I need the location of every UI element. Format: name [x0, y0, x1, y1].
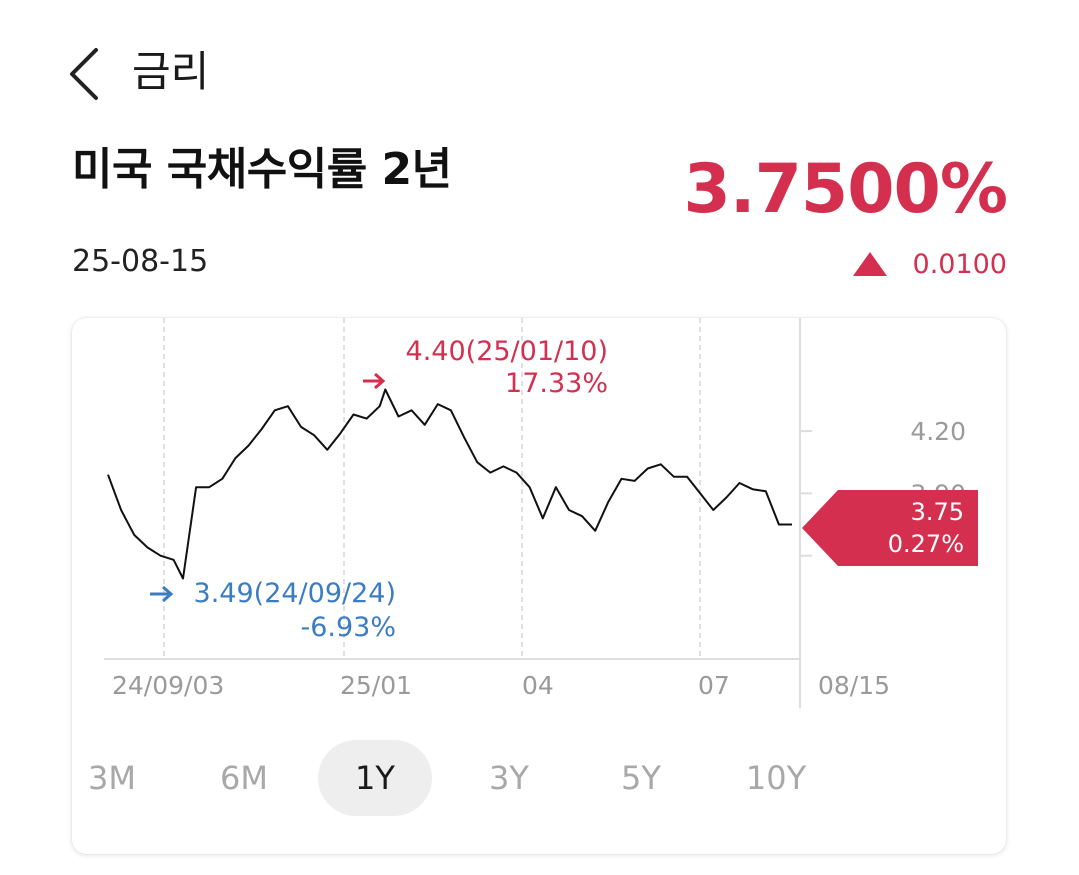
- quote-date: 25-08-15: [72, 244, 209, 279]
- price-change-value: 0.0100: [912, 248, 1007, 280]
- top-bar: 금리: [0, 0, 1079, 120]
- current-percent-label: 0.27%: [888, 530, 964, 558]
- back-button[interactable]: [62, 44, 110, 104]
- current-price: 3.7500%: [683, 150, 1008, 229]
- x-tick-label: 07: [698, 671, 730, 700]
- up-triangle-icon: [852, 252, 887, 276]
- low-annotation: 3.49(24/09/24) -6.93%: [150, 578, 396, 643]
- current-value-marker: [802, 490, 978, 566]
- x-tick-label: 25/01: [340, 671, 412, 700]
- x-tick-label: 08/15: [818, 671, 890, 700]
- period-6m-button[interactable]: 6M: [220, 759, 268, 797]
- high-percent: 17.33%: [505, 368, 608, 399]
- series-line: [107, 388, 792, 580]
- low-percent: -6.93%: [300, 612, 396, 643]
- x-tick-label: 24/09/03: [112, 671, 224, 700]
- period-10y-button[interactable]: 10Y: [745, 759, 807, 797]
- current-value-label: 3.75: [911, 498, 964, 526]
- chevron-left-icon: [70, 48, 98, 100]
- period-3m-button[interactable]: 3M: [88, 759, 136, 797]
- x-tick-label: 04: [522, 671, 554, 700]
- chart-grid: [163, 318, 701, 659]
- period-5y-button[interactable]: 5Y: [621, 759, 661, 797]
- period-3y-button[interactable]: 3Y: [489, 759, 529, 797]
- current-value-tag: 3.75 0.27%: [802, 490, 978, 566]
- right-arrow-icon: [363, 372, 386, 390]
- period-1y-button[interactable]: 1Y: [318, 740, 432, 816]
- low-label: 3.49(24/09/24): [194, 578, 396, 609]
- high-annotation: 4.40(25/01/10) 17.33%: [363, 336, 608, 399]
- y-tick-label: 4.20: [910, 417, 966, 446]
- high-label: 4.40(25/01/10): [406, 336, 608, 367]
- instrument-name: 미국 국채수익률 2년: [72, 144, 452, 195]
- period-selector: 3M 6M 1Y 3Y 5Y 10Y: [88, 740, 956, 816]
- price-change: 0.0100: [852, 244, 1007, 284]
- page-title: 금리: [132, 47, 210, 96]
- x-axis: 24/09/03 25/01 04 07 08/15: [112, 671, 890, 700]
- right-arrow-icon: [150, 585, 174, 603]
